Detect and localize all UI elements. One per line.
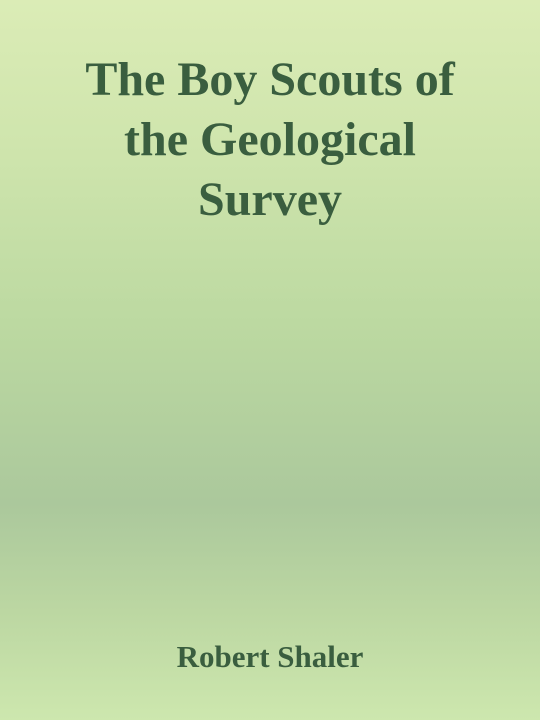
book-title: The Boy Scouts of the Geological Survey <box>20 50 520 230</box>
book-title-line-2: the Geological <box>124 113 416 166</box>
book-author: Robert Shaler <box>176 639 364 674</box>
book-title-line-1: The Boy Scouts of <box>85 53 455 106</box>
book-title-line-3: Survey <box>198 173 342 226</box>
